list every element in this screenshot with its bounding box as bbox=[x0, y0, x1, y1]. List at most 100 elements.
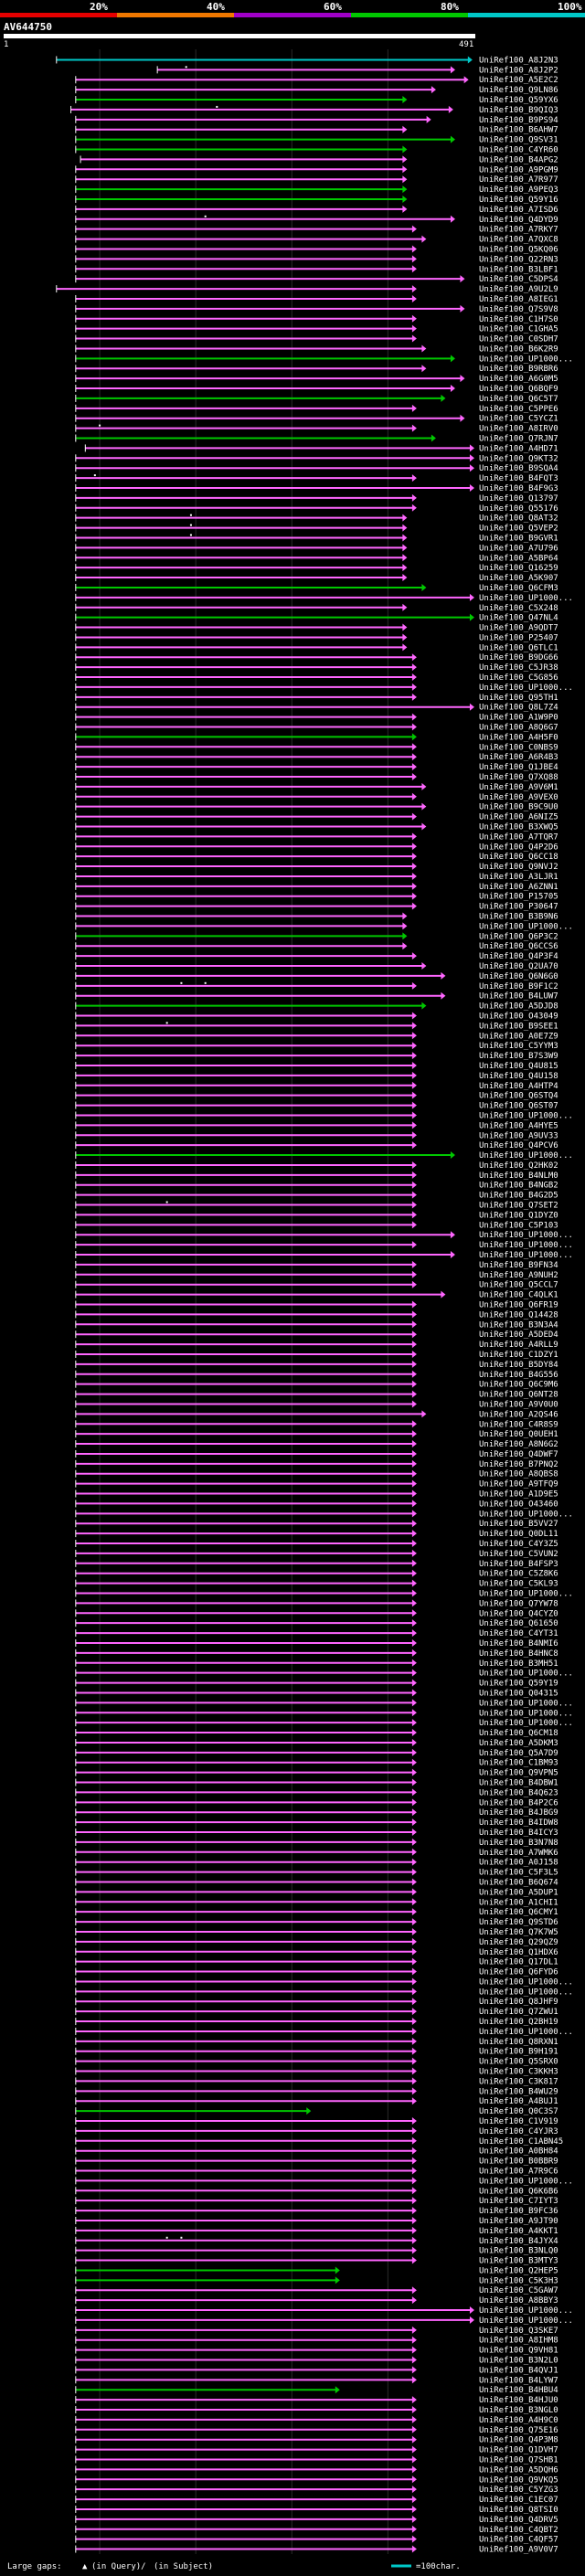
hit-row[interactable]: UniRef100_Q6CFM3 bbox=[75, 583, 558, 593]
hit-label[interactable]: UniRef100_C5G856 bbox=[479, 673, 558, 683]
hit-row[interactable]: UniRef100_B6AHW7 bbox=[75, 125, 558, 135]
hit-row[interactable]: UniRef100_Q6FYD6 bbox=[75, 1967, 558, 1977]
hit-row[interactable]: UniRef100_Q6TLC1 bbox=[75, 643, 558, 652]
hit-label[interactable]: UniRef100_B9GVR1 bbox=[479, 534, 558, 543]
hit-label[interactable]: UniRef100_A5E2C2 bbox=[479, 76, 558, 85]
hit-label[interactable]: UniRef100_Q55176 bbox=[479, 504, 558, 514]
hit-row[interactable]: UniRef100_C5Z8K6 bbox=[75, 1569, 558, 1579]
hit-row[interactable]: UniRef100_UP1000... bbox=[75, 1699, 573, 1708]
hit-label[interactable]: UniRef100_Q3SKE7 bbox=[479, 2327, 558, 2336]
hit-label[interactable]: UniRef100_A9U2L9 bbox=[479, 285, 558, 294]
hit-label[interactable]: UniRef100_A4BUJ1 bbox=[479, 2097, 558, 2106]
hit-row[interactable]: UniRef100_Q6CCS6 bbox=[75, 942, 558, 951]
hit-label[interactable]: UniRef100_Q8TSI0 bbox=[479, 2506, 558, 2515]
hit-row[interactable]: UniRef100_A4H9C0 bbox=[75, 2415, 558, 2425]
hit-row[interactable]: UniRef100_A7ISD6 bbox=[75, 205, 558, 215]
hit-label[interactable]: UniRef100_A3LJR1 bbox=[479, 873, 558, 882]
hit-row[interactable]: UniRef100_Q6P3C2 bbox=[75, 932, 558, 941]
hit-label[interactable]: UniRef100_Q6CFM3 bbox=[479, 584, 558, 593]
hit-label[interactable]: UniRef100_C1EC07 bbox=[479, 2496, 558, 2505]
hit-label[interactable]: UniRef100_A9NUH2 bbox=[479, 1271, 558, 1280]
hit-row[interactable]: UniRef100_B4JYX4 bbox=[75, 2236, 558, 2246]
hit-label[interactable]: UniRef100_UP1000... bbox=[479, 1231, 573, 1240]
hit-row[interactable]: UniRef100_C4QLK1 bbox=[75, 1290, 558, 1300]
hit-label[interactable]: UniRef100_Q6CM18 bbox=[479, 1729, 558, 1738]
hit-row[interactable]: UniRef100_A5BP64 bbox=[75, 554, 558, 563]
hit-label[interactable]: UniRef100_Q1HDX6 bbox=[479, 1948, 558, 1957]
hit-label[interactable]: UniRef100_Q4DRV5 bbox=[479, 2516, 558, 2525]
hit-label[interactable]: UniRef100_UP1000... bbox=[479, 355, 573, 364]
hit-label[interactable]: UniRef100_C1GHA5 bbox=[479, 325, 558, 334]
hit-row[interactable]: UniRef100_B4FQT3 bbox=[75, 474, 558, 483]
hit-label[interactable]: UniRef100_B4WU29 bbox=[479, 2087, 558, 2096]
hit-row[interactable]: UniRef100_Q6STQ4 bbox=[75, 1091, 558, 1101]
hit-label[interactable]: UniRef100_A0J158 bbox=[479, 1859, 558, 1868]
hit-label[interactable]: UniRef100_A4HD71 bbox=[479, 444, 558, 453]
hit-label[interactable]: UniRef100_Q16259 bbox=[479, 564, 558, 573]
hit-row[interactable]: UniRef100_A9TFQ9 bbox=[75, 1479, 558, 1489]
hit-row[interactable]: UniRef100_A7R977 bbox=[75, 175, 558, 185]
hit-label[interactable]: UniRef100_Q8L7Z4 bbox=[479, 704, 558, 713]
hit-label[interactable]: UniRef100_B4JYX4 bbox=[479, 2237, 558, 2246]
hit-row[interactable]: UniRef100_B4ICY3 bbox=[75, 1829, 558, 1838]
hit-row[interactable]: UniRef100_A7TQR7 bbox=[75, 832, 558, 842]
hit-row[interactable]: UniRef100_Q2UA70 bbox=[75, 962, 558, 971]
hit-label[interactable]: UniRef100_Q6ST07 bbox=[479, 1102, 558, 1111]
hit-row[interactable]: UniRef100_Q7SHB1 bbox=[75, 2455, 558, 2465]
hit-row[interactable]: UniRef100_Q6C5T7 bbox=[75, 394, 558, 404]
hit-label[interactable]: UniRef100_B3XWQ5 bbox=[479, 822, 558, 832]
hit-row[interactable]: UniRef100_A5DQH6 bbox=[75, 2465, 558, 2475]
hit-label[interactable]: UniRef100_Q0UEH1 bbox=[479, 1430, 558, 1439]
hit-label[interactable]: UniRef100_A8IHM8 bbox=[479, 2337, 558, 2346]
hit-row[interactable]: UniRef100_C1EC07 bbox=[75, 2496, 558, 2505]
hit-label[interactable]: UniRef100_C5KL93 bbox=[479, 1580, 558, 1589]
hit-label[interactable]: UniRef100_B9DG66 bbox=[479, 653, 558, 663]
hit-row[interactable]: UniRef100_Q4P2D6 bbox=[75, 843, 558, 852]
hit-label[interactable]: UniRef100_A6NIZ5 bbox=[479, 813, 558, 822]
hit-row[interactable]: UniRef100_O43460 bbox=[75, 1500, 558, 1509]
hit-label[interactable]: UniRef100_B3NGL0 bbox=[479, 2406, 558, 2415]
hit-label[interactable]: UniRef100_A9V0U0 bbox=[479, 1400, 558, 1409]
hit-row[interactable]: UniRef100_Q9VKQ5 bbox=[75, 2475, 558, 2485]
hit-label[interactable]: UniRef100_UP1000... bbox=[479, 2177, 573, 2186]
hit-label[interactable]: UniRef100_A7R977 bbox=[479, 175, 558, 185]
hit-label[interactable]: UniRef100_A0BH84 bbox=[479, 2147, 558, 2157]
hit-label[interactable]: UniRef100_A8N6G2 bbox=[479, 1440, 558, 1449]
hit-row[interactable]: UniRef100_Q8TSI0 bbox=[75, 2505, 558, 2515]
hit-row[interactable]: UniRef100_Q2HEP5 bbox=[75, 2266, 558, 2275]
hit-label[interactable]: UniRef100_B9C9U0 bbox=[479, 803, 558, 812]
hit-row[interactable]: UniRef100_C5G856 bbox=[75, 673, 558, 683]
hit-row[interactable]: UniRef100_Q4U815 bbox=[75, 1061, 558, 1071]
hit-row[interactable]: UniRef100_B4APG2 bbox=[80, 155, 558, 164]
hit-row[interactable]: UniRef100_A9QDT7 bbox=[75, 623, 558, 633]
hit-label[interactable]: UniRef100_B9SQA4 bbox=[479, 464, 558, 473]
hit-label[interactable]: UniRef100_Q8AT32 bbox=[479, 514, 558, 524]
hit-label[interactable]: UniRef100_Q4DWF7 bbox=[479, 1450, 558, 1459]
hit-row[interactable]: UniRef100_UP1000... bbox=[75, 1709, 573, 1718]
hit-label[interactable]: UniRef100_B4G556 bbox=[479, 1371, 558, 1380]
hit-label[interactable]: UniRef100_A6R4B3 bbox=[479, 753, 558, 762]
hit-row[interactable]: UniRef100_Q55176 bbox=[75, 504, 558, 514]
hit-row[interactable]: UniRef100_A4HD71 bbox=[84, 444, 558, 453]
hit-label[interactable]: UniRef100_C4R8S9 bbox=[479, 1420, 558, 1429]
hit-row[interactable]: UniRef100_B9FC36 bbox=[75, 2207, 558, 2216]
hit-row[interactable]: UniRef100_B4LUW7 bbox=[75, 991, 558, 1002]
hit-row[interactable]: UniRef100_A7WMK6 bbox=[75, 1848, 558, 1858]
hit-row[interactable]: UniRef100_C5F3L5 bbox=[75, 1868, 558, 1878]
hit-label[interactable]: UniRef100_Q9KT32 bbox=[479, 454, 558, 463]
hit-label[interactable]: UniRef100_A5BP64 bbox=[479, 554, 558, 563]
hit-row[interactable]: UniRef100_Q59YX6 bbox=[75, 96, 558, 105]
hit-row[interactable]: UniRef100_Q75E16 bbox=[75, 2425, 558, 2435]
hit-label[interactable]: UniRef100_Q7YW78 bbox=[479, 1599, 558, 1608]
hit-row[interactable]: UniRef100_UP1000... bbox=[75, 1251, 573, 1260]
hit-row[interactable]: UniRef100_UP1000... bbox=[75, 1669, 573, 1679]
hit-label[interactable]: UniRef100_A2QS46 bbox=[479, 1410, 558, 1419]
hit-label[interactable]: UniRef100_C1H7S0 bbox=[479, 315, 558, 324]
hit-row[interactable]: UniRef100_C1V919 bbox=[75, 2117, 558, 2126]
hit-row[interactable]: UniRef100_A8J2P2 bbox=[156, 66, 558, 75]
hit-label[interactable]: UniRef100_C1ABN45 bbox=[479, 2137, 563, 2147]
hit-row[interactable]: UniRef100_A9NUH2 bbox=[75, 1270, 558, 1280]
hit-label[interactable]: UniRef100_B3N3A4 bbox=[479, 1320, 558, 1330]
hit-label[interactable]: UniRef100_A9PEQ3 bbox=[479, 186, 558, 195]
hit-row[interactable]: UniRef100_A9PEQ3 bbox=[75, 186, 558, 195]
